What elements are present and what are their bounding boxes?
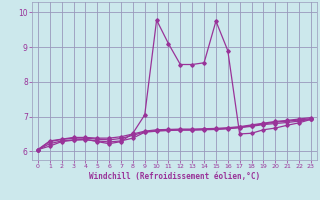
X-axis label: Windchill (Refroidissement éolien,°C): Windchill (Refroidissement éolien,°C)	[89, 172, 260, 181]
